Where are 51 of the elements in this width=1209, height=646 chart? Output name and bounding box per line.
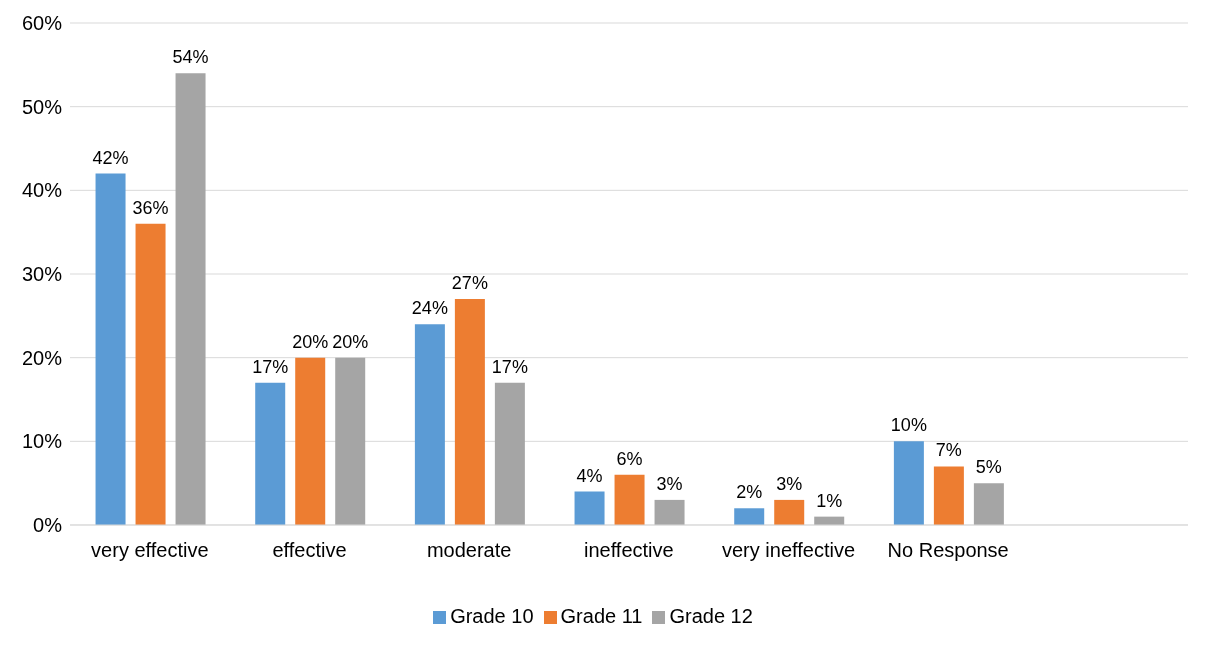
y-tick-label: 20% (21, 346, 63, 369)
y-tick-label: 30% (21, 263, 63, 286)
legend-label: Grade 11 (560, 605, 643, 627)
data-label: 27% (451, 273, 488, 294)
data-label: 5% (975, 457, 1002, 478)
data-label: 24% (411, 298, 448, 319)
x-tick-label: No Response (887, 539, 1009, 562)
data-label: 3% (776, 473, 803, 494)
data-label: 20% (292, 331, 329, 352)
legend-label: Grade 10 (450, 605, 534, 627)
x-tick-label: very ineffective (721, 539, 856, 562)
bar (614, 474, 645, 525)
data-label: 7% (935, 440, 962, 461)
data-label: 17% (491, 356, 528, 377)
y-tick-label: 40% (21, 179, 63, 202)
bar (654, 499, 685, 525)
bar (135, 223, 166, 525)
data-label: 2% (736, 482, 763, 503)
data-label: 36% (132, 197, 169, 218)
bar (414, 324, 445, 525)
data-label: 54% (172, 47, 209, 68)
x-tick-label: ineffective (583, 539, 674, 562)
data-label: 1% (816, 490, 843, 511)
bar (175, 73, 206, 525)
data-label: 3% (656, 473, 683, 494)
bar (335, 357, 366, 525)
legend-label: Grade 12 (669, 605, 753, 627)
data-label: 17% (252, 356, 289, 377)
y-tick-label: 60% (21, 12, 63, 35)
bar (933, 466, 964, 525)
bar (893, 441, 924, 525)
x-tick-label: effective (272, 539, 347, 562)
data-label: 6% (616, 448, 643, 469)
y-tick-label: 0% (33, 514, 63, 537)
data-label: 42% (92, 147, 129, 168)
y-tick-label: 50% (21, 95, 63, 118)
bar (255, 382, 286, 525)
bar (454, 299, 485, 525)
bar (774, 499, 805, 525)
bar (494, 382, 525, 525)
x-tick-label: moderate (426, 539, 512, 562)
data-label: 20% (332, 331, 369, 352)
x-tick-label: very effective (91, 539, 209, 562)
bar (574, 491, 605, 525)
y-tick-label: 10% (21, 430, 63, 453)
bar (973, 483, 1004, 525)
bar (734, 508, 765, 525)
data-label: 10% (890, 415, 927, 436)
bar (95, 173, 126, 525)
data-label: 4% (576, 465, 603, 486)
bar (295, 357, 326, 525)
